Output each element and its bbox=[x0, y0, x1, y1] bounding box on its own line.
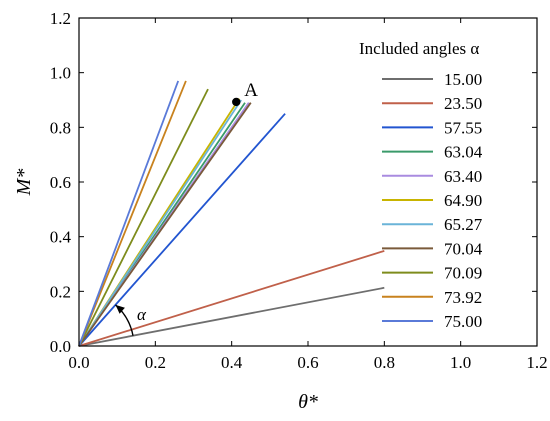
annotations: Aα bbox=[115, 80, 258, 336]
series-line-70-04 bbox=[78, 102, 252, 347]
series-lines bbox=[78, 80, 385, 347]
y-tick-label: 0.4 bbox=[50, 228, 72, 247]
y-tick-label: 0.6 bbox=[50, 173, 71, 192]
legend-label: 64.90 bbox=[444, 191, 482, 210]
x-tick-label: 0.8 bbox=[374, 353, 395, 372]
y-tick-label: 1.2 bbox=[50, 9, 71, 28]
axis-ticks: 0.0 0.2 0.4 0.6 0.8 1.0 1.2 0.0 0.2 0.4 0.6 0.8 1.0 1… bbox=[50, 9, 548, 372]
point-a-label: A bbox=[244, 80, 258, 101]
angle-arrowhead bbox=[115, 304, 125, 314]
legend-label: 23.50 bbox=[444, 94, 482, 113]
x-tick-label: 0.2 bbox=[145, 353, 166, 372]
legend-title: Included angles α bbox=[359, 39, 479, 58]
legend-label: 63.04 bbox=[444, 143, 483, 162]
x-tick-label: 1.0 bbox=[450, 353, 471, 372]
x-tick-label: 0.4 bbox=[221, 353, 243, 372]
series-line-65-27 bbox=[78, 99, 242, 347]
x-axis-label: θ* bbox=[298, 391, 318, 413]
y-tick-label: 0.2 bbox=[50, 282, 71, 301]
x-tick-label: 0.6 bbox=[297, 353, 318, 372]
legend-label: 75.00 bbox=[444, 312, 482, 331]
series-line-70-09 bbox=[78, 88, 209, 347]
legend-label: 70.09 bbox=[444, 264, 482, 283]
series-line-75-00 bbox=[78, 80, 180, 347]
angle-label: α bbox=[137, 305, 147, 324]
x-tick-label: 0.0 bbox=[68, 353, 89, 372]
y-tick-label: 0.8 bbox=[50, 118, 71, 137]
y-axis-label: M* bbox=[13, 169, 35, 197]
legend: Included angles α 15.00 23.50 57.55 63.04 63.… bbox=[359, 39, 483, 331]
x-tick-label: 1.2 bbox=[526, 353, 547, 372]
legend-label: 73.92 bbox=[444, 288, 482, 307]
series-line-73-92 bbox=[78, 80, 187, 347]
legend-label: 57.55 bbox=[444, 118, 482, 137]
legend-label: 63.40 bbox=[444, 167, 482, 186]
series-line-57-55 bbox=[78, 113, 286, 347]
legend-label: 70.04 bbox=[444, 239, 483, 258]
series-line-15-00 bbox=[78, 286, 385, 347]
legend-label: 65.27 bbox=[444, 215, 483, 234]
point-a-marker bbox=[232, 97, 241, 107]
series-line-23-50 bbox=[78, 250, 385, 347]
y-tick-label: 0.0 bbox=[50, 337, 71, 356]
y-tick-label: 1.0 bbox=[50, 64, 71, 83]
legend-label: 15.00 bbox=[444, 70, 482, 89]
